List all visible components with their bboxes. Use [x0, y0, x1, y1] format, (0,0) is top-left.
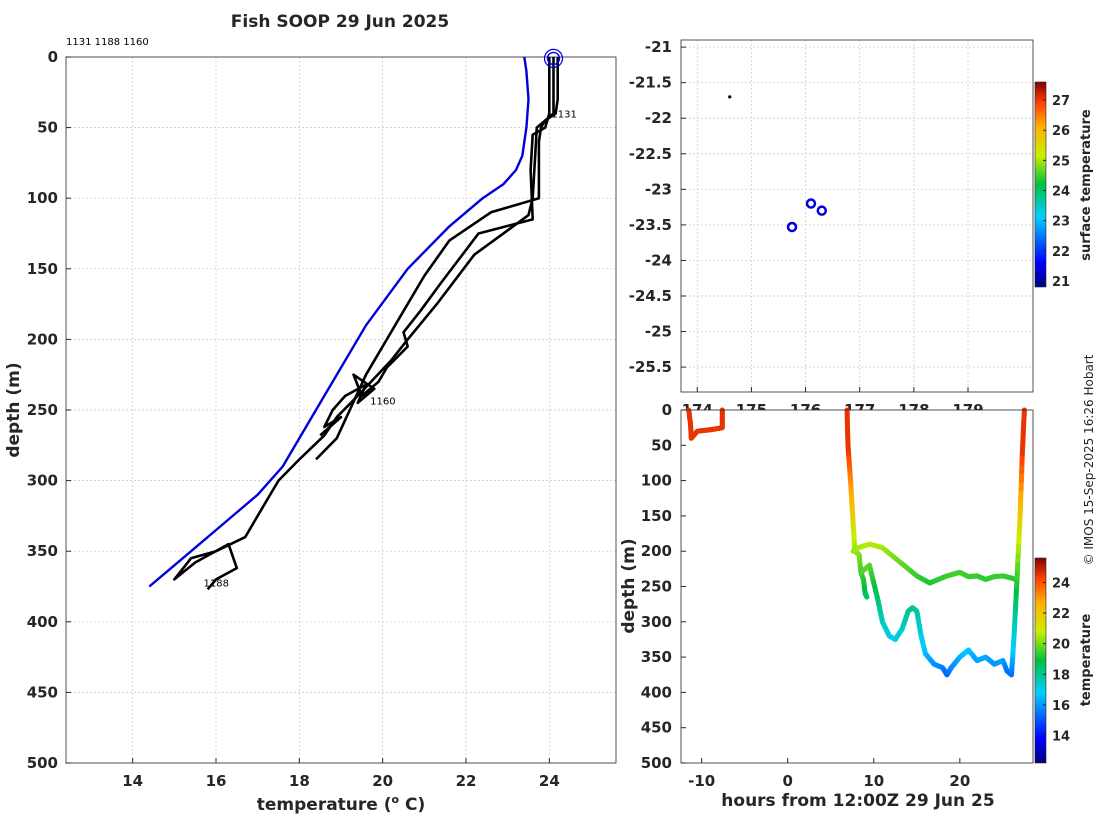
section-series: [686, 407, 1027, 678]
map-colorbar-tick-label: 24: [1052, 185, 1070, 200]
section-x-ticks: -10 0 10 20: [688, 758, 970, 790]
profile-y-tick-label: 0: [48, 48, 58, 66]
map-colorbar: [1034, 81, 1047, 288]
profile-label-1188: 1188: [204, 579, 229, 590]
profile-y-tick-label: 450: [27, 683, 58, 701]
profile-x-tick-label: 24: [539, 772, 560, 790]
map-colorbar-label: surface temperature: [1079, 109, 1094, 261]
section-y-tick-label: 500: [641, 754, 672, 772]
map-colorbar-tick-label: 23: [1052, 215, 1070, 230]
map-y-tick-label: -22: [645, 109, 672, 127]
section-y-tick-label: 200: [641, 542, 672, 560]
section-colorbar-tick-label: 14: [1052, 729, 1070, 744]
profile-label-1160: 1160: [370, 396, 395, 407]
section-x-tick-label: -10: [688, 772, 715, 790]
map-panel: 174175176177178179 -21-21.5-22-22.5-23-2…: [629, 38, 1094, 419]
map-y-tick-label: -21: [645, 38, 672, 56]
section-colorbar-ticks: 14 16 18 20 22 24: [1043, 576, 1070, 744]
map-y-tick-label: -21.5: [629, 74, 672, 92]
section-y-tick-label: 350: [641, 648, 672, 666]
profile-grid: [66, 56, 616, 764]
figure-title: Fish SOOP 29 Jun 2025: [231, 12, 449, 32]
profile-y-tick-label: 300: [27, 472, 58, 490]
profile-y-ticks: 0 50 100 150 200 250 300 350 400 450 500: [27, 48, 71, 772]
map-y-tick-label: -24.5: [629, 287, 672, 305]
map-y-tick-label: -24: [645, 251, 672, 269]
section-y-tick-label: 100: [641, 472, 672, 490]
map-y-tick-label: -23: [645, 180, 672, 198]
section-y-label: depth (m): [619, 538, 639, 633]
profile-top-labels: 1131 1188 1160: [66, 37, 149, 48]
map-colorbar-tick-label: 21: [1052, 275, 1070, 290]
map-colorbar-tick-label: 25: [1052, 154, 1070, 169]
section-background: [681, 410, 1033, 763]
profile-y-label: depth (m): [4, 362, 24, 457]
map-colorbar-tick-label: 26: [1052, 124, 1070, 139]
profile-line-1188: [173, 57, 555, 591]
map-y-tick-label: -25.5: [629, 358, 672, 376]
profile-line-climatology: [148, 56, 530, 588]
section-y-tick-label: 250: [641, 578, 672, 596]
profile-x-tick-label: 14: [122, 772, 143, 790]
section-colorbar-tick-label: 18: [1052, 668, 1070, 683]
section-y-ticks: 0 50 100 150 200 250 300 350 400 450 500: [641, 401, 686, 772]
map-y-tick-label: -25: [645, 323, 672, 341]
section-y-tick-label: 50: [651, 436, 672, 454]
profile-series: 1131 1160 1188: [148, 48, 577, 591]
profile-y-tick-label: 350: [27, 542, 58, 560]
map-colorbar-tick-label: 27: [1052, 94, 1070, 109]
profile-y-tick-label: 100: [27, 189, 58, 207]
profile-x-tick-label: 20: [372, 772, 393, 790]
map-point-circle: [786, 221, 798, 233]
map-colorbar-ticks: 21 22 23 24 25 26 27: [1043, 94, 1070, 290]
section-panel: -10 0 10 20 050100150200250300350400450500 …: [619, 401, 1094, 811]
profile-y-tick-label: 200: [27, 330, 58, 348]
profile-x-ticks: 14 16 18 20 22 24: [122, 758, 560, 790]
section-x-label: hours from 12:00Z 29 Jun 25: [721, 791, 994, 811]
profile-panel: 1131 1160 1188 14 16 18 20 22 24 0 50 100 150 200 25…: [4, 37, 617, 815]
profile-y-tick-label: 150: [27, 260, 58, 278]
profile-line-1131: [315, 57, 560, 461]
section-y-tick-label: 300: [641, 613, 672, 631]
map-colorbar-tick-label: 22: [1052, 245, 1070, 260]
profile-y-tick-label: 50: [37, 119, 58, 137]
profile-start-circle: [546, 51, 561, 66]
profile-label-1131: 1131: [551, 110, 576, 121]
map-grid: [681, 40, 1033, 392]
profile-y-tick-label: 400: [27, 613, 58, 631]
map-y-tick-label: -22.5: [629, 145, 672, 163]
profile-x-tick-label: 16: [206, 772, 227, 790]
map-point-circle: [816, 205, 828, 216]
section-colorbar-tick-label: 22: [1052, 607, 1070, 622]
profile-y-tick-label: 500: [27, 754, 58, 772]
section-x-tick-label: 20: [949, 772, 970, 790]
profile-x-tick-label: 22: [456, 772, 477, 790]
profile-x-tick-label: 18: [289, 772, 310, 790]
section-colorbar-label: temperature: [1079, 614, 1094, 707]
section-x-tick-label: 10: [863, 772, 884, 790]
profile-start-circle-outer: [543, 48, 564, 69]
section-colorbar-tick-label: 24: [1052, 576, 1070, 591]
profile-y-tick-label: 250: [27, 401, 58, 419]
map-y-ticks: -21 -21.5 -22 -22.5 -23 -23.5 -24 -24.5 -25 -25.5: [629, 38, 686, 376]
map-y-tick-label: -23.5: [629, 216, 672, 234]
section-colorbar-tick-label: 16: [1052, 699, 1070, 714]
section-colorbar-tick-label: 20: [1052, 638, 1070, 653]
section-y-tick-label: 150: [641, 507, 672, 525]
map-axes-frame: [680, 39, 1034, 393]
section-y-tick-label: 450: [641, 719, 672, 737]
profile-line-1160: [319, 57, 551, 437]
section-colorbar: [1034, 557, 1047, 764]
section-y-tick-label: 400: [641, 683, 672, 701]
profile-x-label: temperature (o C): [257, 793, 426, 815]
section-x-tick-label: 0: [783, 772, 793, 790]
section-y-tick-label: 0: [662, 401, 672, 419]
map-points: [728, 95, 828, 233]
map-point-dot: [728, 95, 732, 99]
credit-text: © IMOS 15-Sep-2025 16:26 Hobart: [1082, 354, 1096, 565]
map-point-circle: [805, 198, 817, 209]
